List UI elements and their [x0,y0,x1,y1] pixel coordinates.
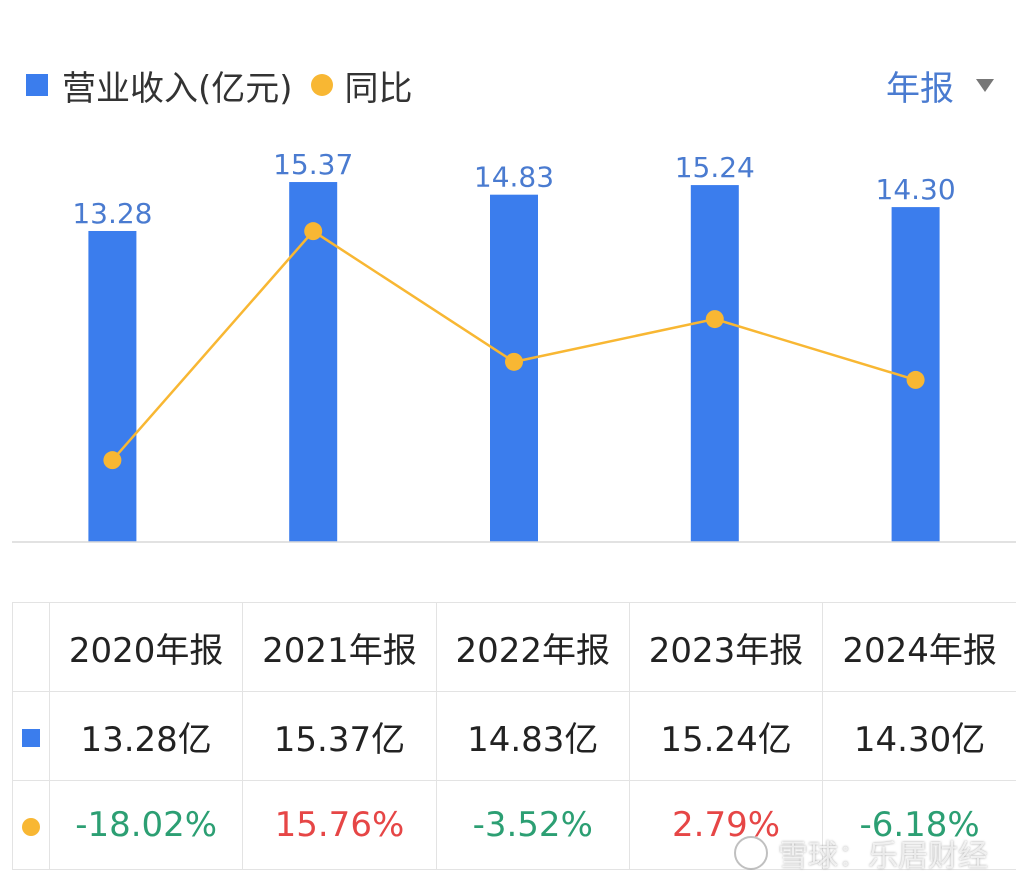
revenue-legend-marker [26,74,48,96]
period-selector[interactable]: 年报 [886,62,994,109]
revenue-cell: 14.30亿 [822,691,1016,781]
bar [690,185,739,542]
header-cell: 2024年报 [822,602,1016,692]
yoy-cell: -3.52% [435,780,630,870]
revenue-cell: 14.83亿 [435,691,630,781]
bar-value-label: 13.28 [72,197,152,230]
xueqiu-logo-icon [734,836,768,870]
revenue-legend-label: 营业收入(亿元) [62,68,293,109]
bar-value-label: 15.37 [273,148,353,181]
yoy-cell: -18.02% [48,780,244,870]
revenue-chart: 13.28 15.37 14.83 15.24 14.30 [12,148,1016,543]
legend-item-yoy[interactable]: 同比 [310,61,413,110]
yoy-row-icon-cell [12,780,50,870]
dropdown-arrow-icon [976,78,994,92]
legend-item-revenue[interactable]: 营业收入(亿元) [26,61,293,110]
header-cell: 2022年报 [435,602,630,692]
yoy-point [906,370,925,389]
revenue-row-icon-cell [12,691,50,781]
yoy-point [505,352,523,371]
yoy-cell: 15.76% [242,780,437,870]
header-cell: 2021年报 [242,602,437,692]
chart-legend: 营业收入(亿元) 同比 [26,61,431,110]
yoy-point [103,451,122,470]
table-row-revenue: 13.28亿 15.37亿 14.83亿 15.24亿 14.30亿 [12,691,1016,781]
yoy-point [705,310,724,329]
period-selector-label: 年报 [886,68,954,109]
yoy-point [304,222,323,241]
revenue-cell: 15.37亿 [242,691,437,781]
bar-value-label: 14.83 [474,161,554,194]
table-header-row: 2020年报 2021年报 2022年报 2023年报 2024年报 [12,602,1016,692]
bar [88,230,137,542]
revenue-cell: 15.24亿 [628,691,824,781]
yoy-legend-label: 同比 [344,68,413,109]
revenue-square-icon [22,729,40,747]
bar-value-label: 15.24 [675,151,755,184]
header-cell: 2023年报 [628,602,824,692]
bar-value-label: 14.30 [876,173,956,206]
watermark: 雪球：乐居财经 [734,831,988,875]
yoy-legend-marker [310,74,333,96]
table-row-yoy: -18.02% 15.76% -3.52% 2.79% -6.18% [12,780,1016,870]
header-icon-cell [12,602,50,692]
revenue-cell: 13.28亿 [48,691,244,781]
yoy-cell: -6.18% [822,780,1016,870]
watermark-text: 雪球：乐居财经 [778,839,988,874]
yoy-cell: 2.79% [628,780,824,870]
yoy-dot-icon [22,818,40,836]
header-cell: 2020年报 [48,602,244,692]
data-table: 2020年报 2021年报 2022年报 2023年报 2024年报 13.28… [12,602,1016,870]
